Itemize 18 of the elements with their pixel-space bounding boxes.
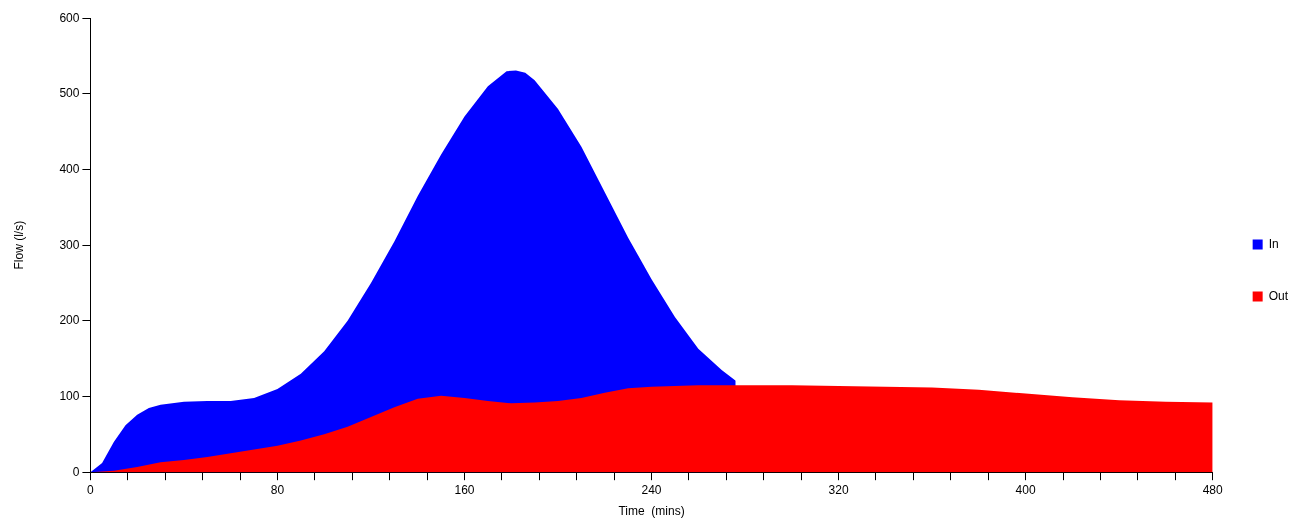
y-tick-label: 400: [59, 161, 80, 176]
x-tick-label: 240: [641, 482, 662, 497]
x-tick-label: 320: [828, 482, 849, 497]
y-axis-title: Flow (l/s): [11, 220, 26, 270]
x-tick-label: 80: [270, 482, 285, 497]
y-tick-label: 100: [59, 388, 80, 403]
y-tick-label: 300: [59, 237, 80, 252]
x-tick-label: 480: [1202, 482, 1223, 497]
x-tick-label: 400: [1015, 482, 1036, 497]
y-tick-label: 0: [72, 464, 80, 479]
legend-label: In: [1268, 236, 1279, 251]
legend-label: Out: [1268, 288, 1289, 303]
y-tick-label: 500: [59, 86, 80, 101]
y-tick-label: 600: [59, 10, 80, 25]
y-tick-label: 200: [59, 313, 80, 328]
x-axis-title: Time (mins): [618, 504, 685, 519]
x-tick-label: 0: [87, 482, 95, 497]
x-tick-label: 160: [454, 482, 475, 497]
